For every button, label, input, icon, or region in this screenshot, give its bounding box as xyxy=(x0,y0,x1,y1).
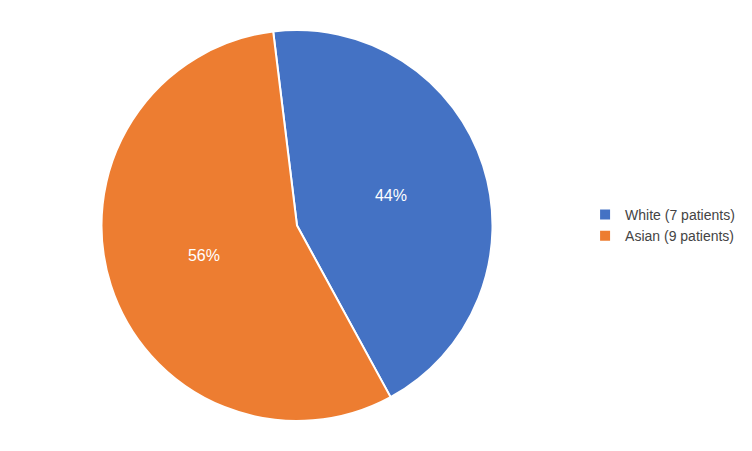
svg-text:Asian (9 patients): Asian (9 patients) xyxy=(625,228,734,244)
svg-text:56%: 56% xyxy=(188,247,220,264)
svg-text:White (7 patients): White (7 patients) xyxy=(625,207,735,223)
svg-text:44%: 44% xyxy=(375,187,407,204)
